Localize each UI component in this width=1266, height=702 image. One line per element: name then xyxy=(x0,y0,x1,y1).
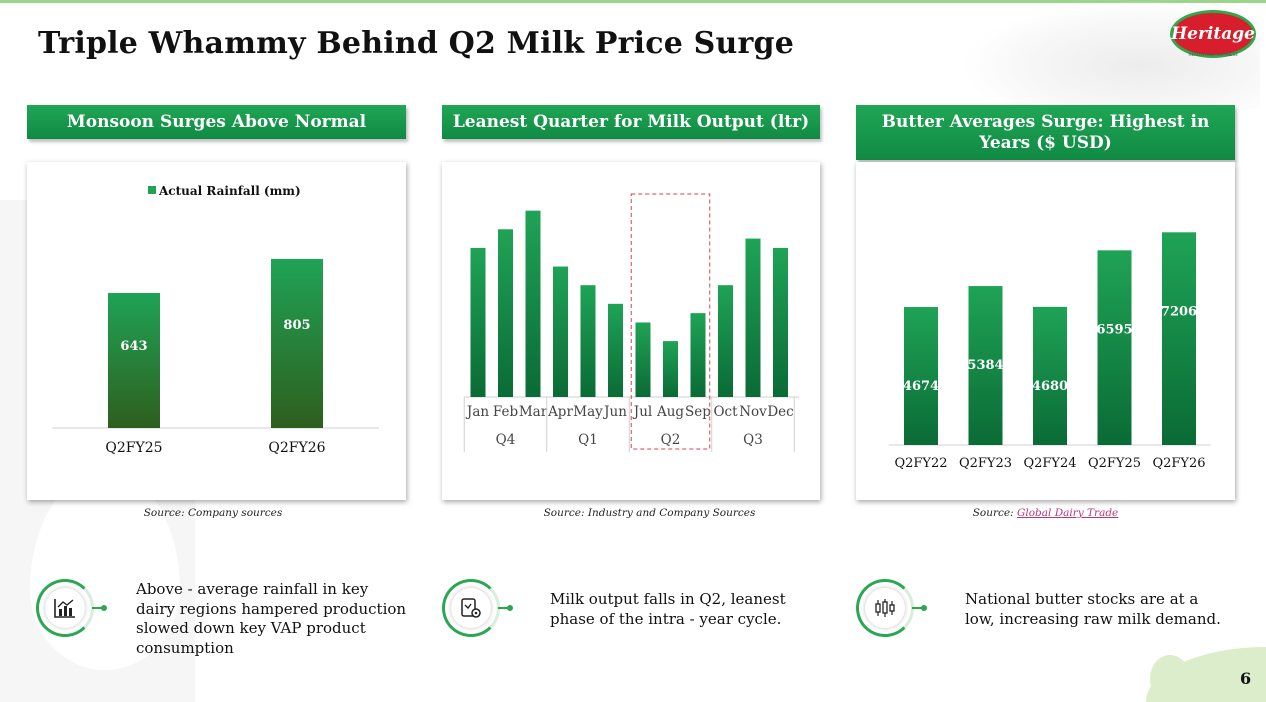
top-accent-line xyxy=(0,0,1266,3)
panel-header-butter: Butter Averages Surge: Highest in Years … xyxy=(856,105,1235,160)
rainfall-bar-chart: Actual Rainfall (mm) 643 Q2FY25 805 Q2FY26 xyxy=(52,184,379,456)
connector-dot xyxy=(507,605,513,611)
x-tick-label: Apr xyxy=(547,404,573,420)
bar xyxy=(663,341,678,397)
note-rainfall: Above - average rainfall in key dairy re… xyxy=(136,580,407,657)
source-butter: Source: Global Dairy Trade xyxy=(856,507,1235,519)
connector-line xyxy=(92,607,104,609)
source-prefix: Source: xyxy=(543,507,588,519)
bar xyxy=(968,286,1003,445)
source-link-global-dairy-trade[interactable]: Global Dairy Trade xyxy=(1016,507,1119,519)
butter-chart-panel: 4674 Q2FY22 5384 Q2FY23 4680 Q2FY24 6595 Q2FY25… xyxy=(856,162,1235,500)
connector-dot xyxy=(921,605,927,611)
q2-highlight-box xyxy=(630,193,711,450)
quarter-label: Q3 xyxy=(743,432,763,448)
note-milk-output: Milk output falls in Q2, leanest phase o… xyxy=(550,590,786,628)
connector-line xyxy=(498,607,510,609)
source-rainfall: Source: Company sources xyxy=(27,507,399,519)
bar xyxy=(525,210,541,397)
x-tick-label: Jul xyxy=(632,404,652,420)
leaf-decoration-small xyxy=(1150,655,1190,702)
x-tick-label: Q2FY25 xyxy=(1088,456,1141,471)
bar xyxy=(773,247,788,397)
milk-output-chart-panel: Jan Feb Mar Apr May Jun Jul Aug Sep Oct Nov Dec Q4 Q1… xyxy=(442,162,820,500)
x-tick-label: Feb xyxy=(493,404,518,420)
connector-dot xyxy=(101,605,107,611)
data-label: 4674 xyxy=(903,379,939,394)
data-label: 6595 xyxy=(1096,322,1132,337)
x-tick-label: Jan xyxy=(465,404,489,420)
data-label: 7206 xyxy=(1161,304,1197,319)
x-tick-label: Q2FY26 xyxy=(1152,456,1205,471)
source-text: Company sources xyxy=(187,507,283,519)
bar xyxy=(1033,306,1067,445)
x-tick-label: Mar xyxy=(519,404,548,420)
bar xyxy=(580,285,596,397)
quarter-label: Q2 xyxy=(661,432,681,448)
x-tick-label: Sep xyxy=(685,404,711,420)
bar xyxy=(470,247,486,397)
source-milk-output: Source: Industry and Company Sources xyxy=(442,507,857,519)
note-butter: National butter stocks are at a low, inc… xyxy=(965,590,1221,628)
bar xyxy=(108,292,160,428)
bar xyxy=(690,313,706,397)
heritage-logo: Heritage xyxy=(1170,10,1256,58)
legend-swatch xyxy=(148,186,156,194)
bar xyxy=(608,303,623,397)
source-text: Industry and Company Sources xyxy=(587,507,756,519)
x-tick-label: Q2FY25 xyxy=(105,440,162,456)
bar xyxy=(635,322,651,397)
legend-label: Actual Rainfall (mm) xyxy=(158,184,301,198)
x-tick-label: Q2FY23 xyxy=(959,456,1012,471)
quarter-label: Q4 xyxy=(496,432,516,448)
panel-header-milk-output: Leanest Quarter for Milk Output (ltr) xyxy=(442,105,820,139)
bar xyxy=(498,229,513,397)
connector-line xyxy=(912,607,924,609)
bar xyxy=(553,266,568,397)
bar-chart-icon xyxy=(45,588,85,628)
bar xyxy=(904,307,938,445)
source-prefix: Source: xyxy=(972,507,1017,519)
page-number: 6 xyxy=(1240,669,1252,688)
bar xyxy=(1162,232,1196,445)
x-tick-label: Q2FY24 xyxy=(1023,456,1076,471)
data-label: 643 xyxy=(120,339,147,354)
note-icon-ring-2 xyxy=(442,579,500,637)
bar xyxy=(718,285,733,397)
x-tick-label: Q2FY26 xyxy=(268,440,325,456)
bar xyxy=(1097,250,1132,445)
x-tick-label: Q2FY22 xyxy=(894,456,947,471)
x-tick-label: May xyxy=(573,404,603,420)
document-gear-icon xyxy=(451,588,491,628)
rainfall-chart-panel: Actual Rainfall (mm) 643 Q2FY25 805 Q2FY26 xyxy=(27,162,406,500)
candlestick-icon xyxy=(865,588,905,628)
x-tick-label: Nov xyxy=(739,404,767,420)
x-tick-label: Jun xyxy=(602,404,627,420)
quarter-label: Q1 xyxy=(578,432,598,448)
data-label: 805 xyxy=(283,318,310,333)
butter-price-bar-chart: 4674 Q2FY22 5384 Q2FY23 4680 Q2FY24 6595 Q2FY25… xyxy=(889,232,1211,471)
x-tick-label: Oct xyxy=(713,404,738,420)
logo-wordmark: Heritage xyxy=(1171,24,1255,44)
milk-drop-decoration xyxy=(30,470,180,670)
note-icon-ring-1 xyxy=(36,579,94,637)
data-label: 5384 xyxy=(967,358,1003,373)
data-label: 4680 xyxy=(1032,379,1068,394)
x-tick-label: Dec xyxy=(767,404,793,420)
page-title: Triple Whammy Behind Q2 Milk Price Surge xyxy=(38,26,795,61)
source-prefix: Source: xyxy=(143,507,188,519)
panel-header-rainfall: Monsoon Surges Above Normal xyxy=(27,105,406,139)
bar xyxy=(271,258,323,428)
milk-output-bar-chart: Jan Feb Mar Apr May Jun Jul Aug Sep Oct Nov Dec Q4 Q1… xyxy=(463,193,799,452)
x-tick-label: Aug xyxy=(656,404,684,420)
note-icon-ring-3 xyxy=(856,579,914,637)
bar xyxy=(745,238,761,397)
logo-tagline: HEALTH AND HAPPINESS xyxy=(1188,52,1238,57)
